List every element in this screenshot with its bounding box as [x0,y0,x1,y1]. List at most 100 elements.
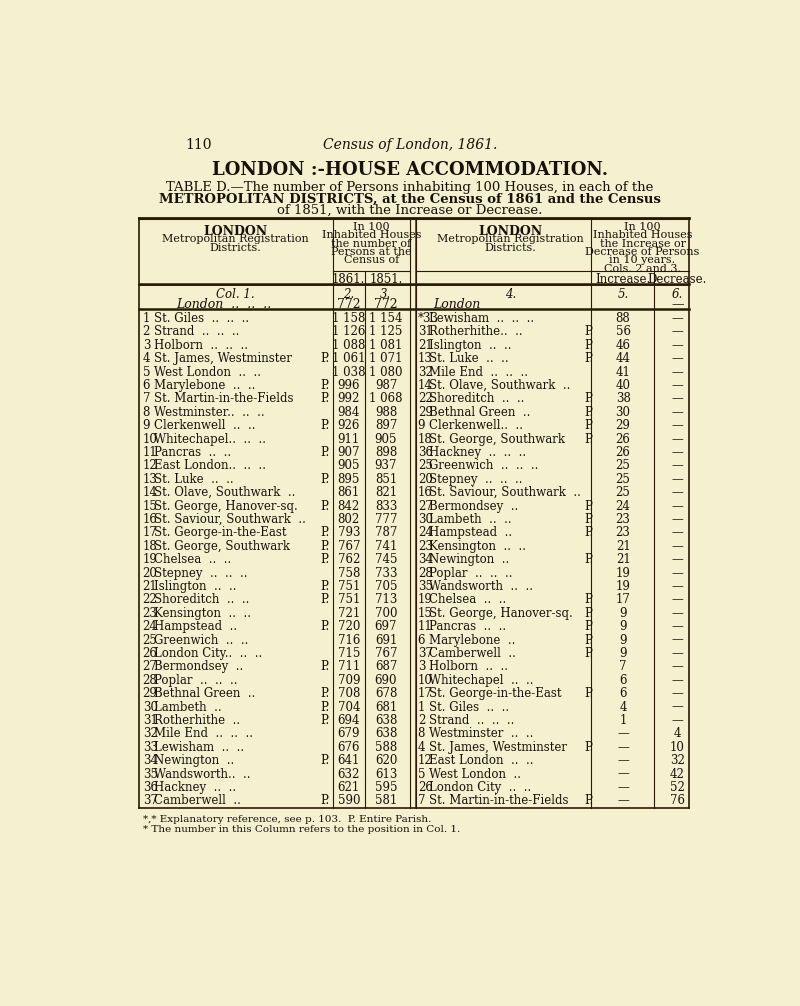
Text: Lewisham  ..  ..: Lewisham .. .. [154,740,244,753]
Text: P.: P. [584,526,594,539]
Text: 21: 21 [616,553,630,566]
Text: 715: 715 [338,647,360,660]
Text: 28: 28 [418,566,433,579]
Text: 704: 704 [338,700,360,713]
Text: 992: 992 [338,392,360,405]
Text: —: — [671,460,683,473]
Text: 52: 52 [670,781,685,794]
Text: 1 061: 1 061 [332,352,366,365]
Text: 1 068: 1 068 [370,392,402,405]
Text: P.: P. [584,339,594,352]
Text: 926: 926 [338,420,360,433]
Text: In 100: In 100 [353,221,390,231]
Text: 35: 35 [142,768,158,781]
Text: 29: 29 [418,405,433,418]
Text: 720: 720 [338,621,360,633]
Text: St. George-in-the-East: St. George-in-the-East [154,526,286,539]
Text: 911: 911 [338,433,360,446]
Text: Clerkenwell  ..  ..: Clerkenwell .. .. [154,420,256,433]
Text: 28: 28 [142,674,158,687]
Text: 898: 898 [375,446,397,459]
Text: P.: P. [320,446,330,459]
Text: 762: 762 [338,553,360,566]
Text: 22: 22 [418,392,433,405]
Text: Pancras  ..  ..: Pancras .. .. [430,621,506,633]
Text: —: — [671,553,683,566]
Text: 1 125: 1 125 [370,326,402,338]
Text: Persons at the: Persons at the [331,247,411,257]
Text: 4: 4 [619,700,627,713]
Text: —: — [671,660,683,673]
Text: —: — [671,647,683,660]
Text: Shoreditch  ..  ..: Shoreditch .. .. [430,392,525,405]
Text: 12: 12 [418,754,433,768]
Text: St. James, Westminster: St. James, Westminster [154,352,292,365]
Text: —: — [671,446,683,459]
Text: Marylebone  ..  ..: Marylebone .. .. [154,379,256,392]
Text: —: — [618,781,629,794]
Text: —: — [671,473,683,486]
Text: St. James, Westminster: St. James, Westminster [430,740,567,753]
Text: Kensington  ..  ..: Kensington .. .. [430,540,526,553]
Text: —: — [671,714,683,727]
Text: Poplar  ..  ..  ..: Poplar .. .. .. [430,566,513,579]
Text: 11: 11 [142,446,158,459]
Text: 745: 745 [374,553,398,566]
Text: Shoreditch  ..  ..: Shoreditch .. .. [154,594,250,607]
Text: 20: 20 [142,566,158,579]
Text: 7: 7 [418,795,426,808]
Text: 23: 23 [418,540,433,553]
Text: —: — [671,420,683,433]
Text: —: — [671,405,683,418]
Text: 907: 907 [338,446,360,459]
Text: —: — [671,339,683,352]
Text: P.: P. [320,660,330,673]
Text: —: — [671,566,683,579]
Text: 15: 15 [418,607,433,620]
Text: 595: 595 [374,781,398,794]
Text: 37: 37 [142,795,158,808]
Text: 632: 632 [338,768,360,781]
Text: 6: 6 [418,634,426,647]
Text: Inhabited Houses: Inhabited Houses [593,230,692,240]
Text: East London..  ..  ..: East London.. .. .. [154,460,266,473]
Text: Census of: Census of [344,256,399,266]
Text: P.: P. [320,580,330,593]
Text: 4: 4 [418,740,426,753]
Text: 842: 842 [338,500,360,513]
Text: Marylebone  ..: Marylebone .. [430,634,516,647]
Text: London  ..  ..  ..: London .. .. .. [176,298,271,311]
Text: 31: 31 [418,326,433,338]
Text: —: — [618,740,629,753]
Text: —: — [671,674,683,687]
Text: Metropolitan Registration: Metropolitan Registration [438,234,584,243]
Text: 11: 11 [418,621,433,633]
Text: London: London [434,298,481,311]
Text: 6: 6 [619,687,627,700]
Text: 26: 26 [418,781,433,794]
Text: Districts.: Districts. [485,243,537,254]
Text: 40: 40 [616,379,630,392]
Text: St. George, Southwark: St. George, Southwark [430,433,566,446]
Text: 5: 5 [418,768,426,781]
Text: 16: 16 [142,513,158,526]
Text: 26: 26 [616,446,630,459]
Text: 23: 23 [616,526,630,539]
Text: 1 158: 1 158 [332,312,366,325]
Text: 26: 26 [142,647,158,660]
Text: 8: 8 [142,405,150,418]
Text: 751: 751 [338,580,360,593]
Text: Poplar  ..  ..  ..: Poplar .. .. .. [154,674,238,687]
Text: Islington  ..  ..: Islington .. .. [430,339,512,352]
Text: P.: P. [584,795,594,808]
Text: 27: 27 [142,660,158,673]
Text: 25: 25 [418,460,433,473]
Text: Hackney  ..  ..  ..: Hackney .. .. .. [430,446,526,459]
Text: Hampstead  ..: Hampstead .. [154,621,238,633]
Text: London City..  ..  ..: London City.. .. .. [154,647,262,660]
Text: Westminster  ..  ..: Westminster .. .. [430,727,534,740]
Text: 37: 37 [418,647,433,660]
Text: Strand  ..  ..  ..: Strand .. .. .. [154,326,240,338]
Text: 709: 709 [338,674,360,687]
Text: 9: 9 [619,621,627,633]
